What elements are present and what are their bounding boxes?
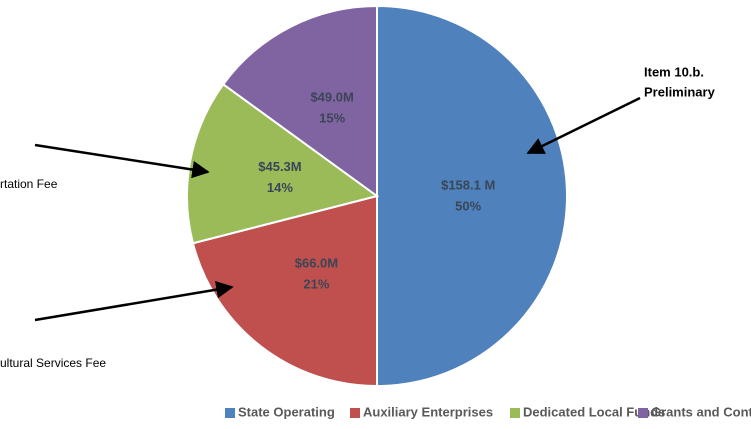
arrow [34, 280, 234, 322]
legend-swatch [350, 408, 360, 418]
percent-label: 15% [319, 110, 345, 125]
annotation: rtation Fee [0, 177, 58, 191]
slice-labels: $158.1 M 50% $66.0M 21% $45.3M 14% $49.0M 15% [258, 89, 495, 291]
slice [191, 194, 378, 388]
legend-swatch [638, 408, 648, 418]
annotation: Preliminary [644, 84, 716, 99]
annotation: ultural Services Fee [0, 356, 106, 370]
percent-label: 14% [267, 180, 293, 195]
amount-label: $45.3M [258, 159, 301, 174]
slice [376, 4, 568, 388]
arrow [34, 143, 210, 179]
arrow [526, 96, 641, 155]
legend-swatch [225, 408, 235, 418]
annotation: Item 10.b. [644, 64, 704, 79]
legend-swatch [510, 408, 520, 418]
legend-label: Dedicated Local Funds [523, 404, 665, 419]
percent-label: 21% [303, 277, 329, 292]
pie [186, 4, 568, 388]
legend-label: Grants and Contracts [651, 404, 751, 419]
amount-label: $158.1 M [441, 177, 495, 192]
amount-label: $66.0M [295, 256, 338, 271]
percent-label: 50% [455, 198, 481, 213]
legend: State Operating Auxiliary Enterprises Dedi… [225, 404, 751, 419]
legend-label: Auxiliary Enterprises [363, 404, 493, 419]
legend-label: State Operating [238, 404, 335, 419]
amount-label: $49.0M [310, 89, 353, 104]
slice [221, 4, 378, 198]
slice [186, 82, 380, 245]
